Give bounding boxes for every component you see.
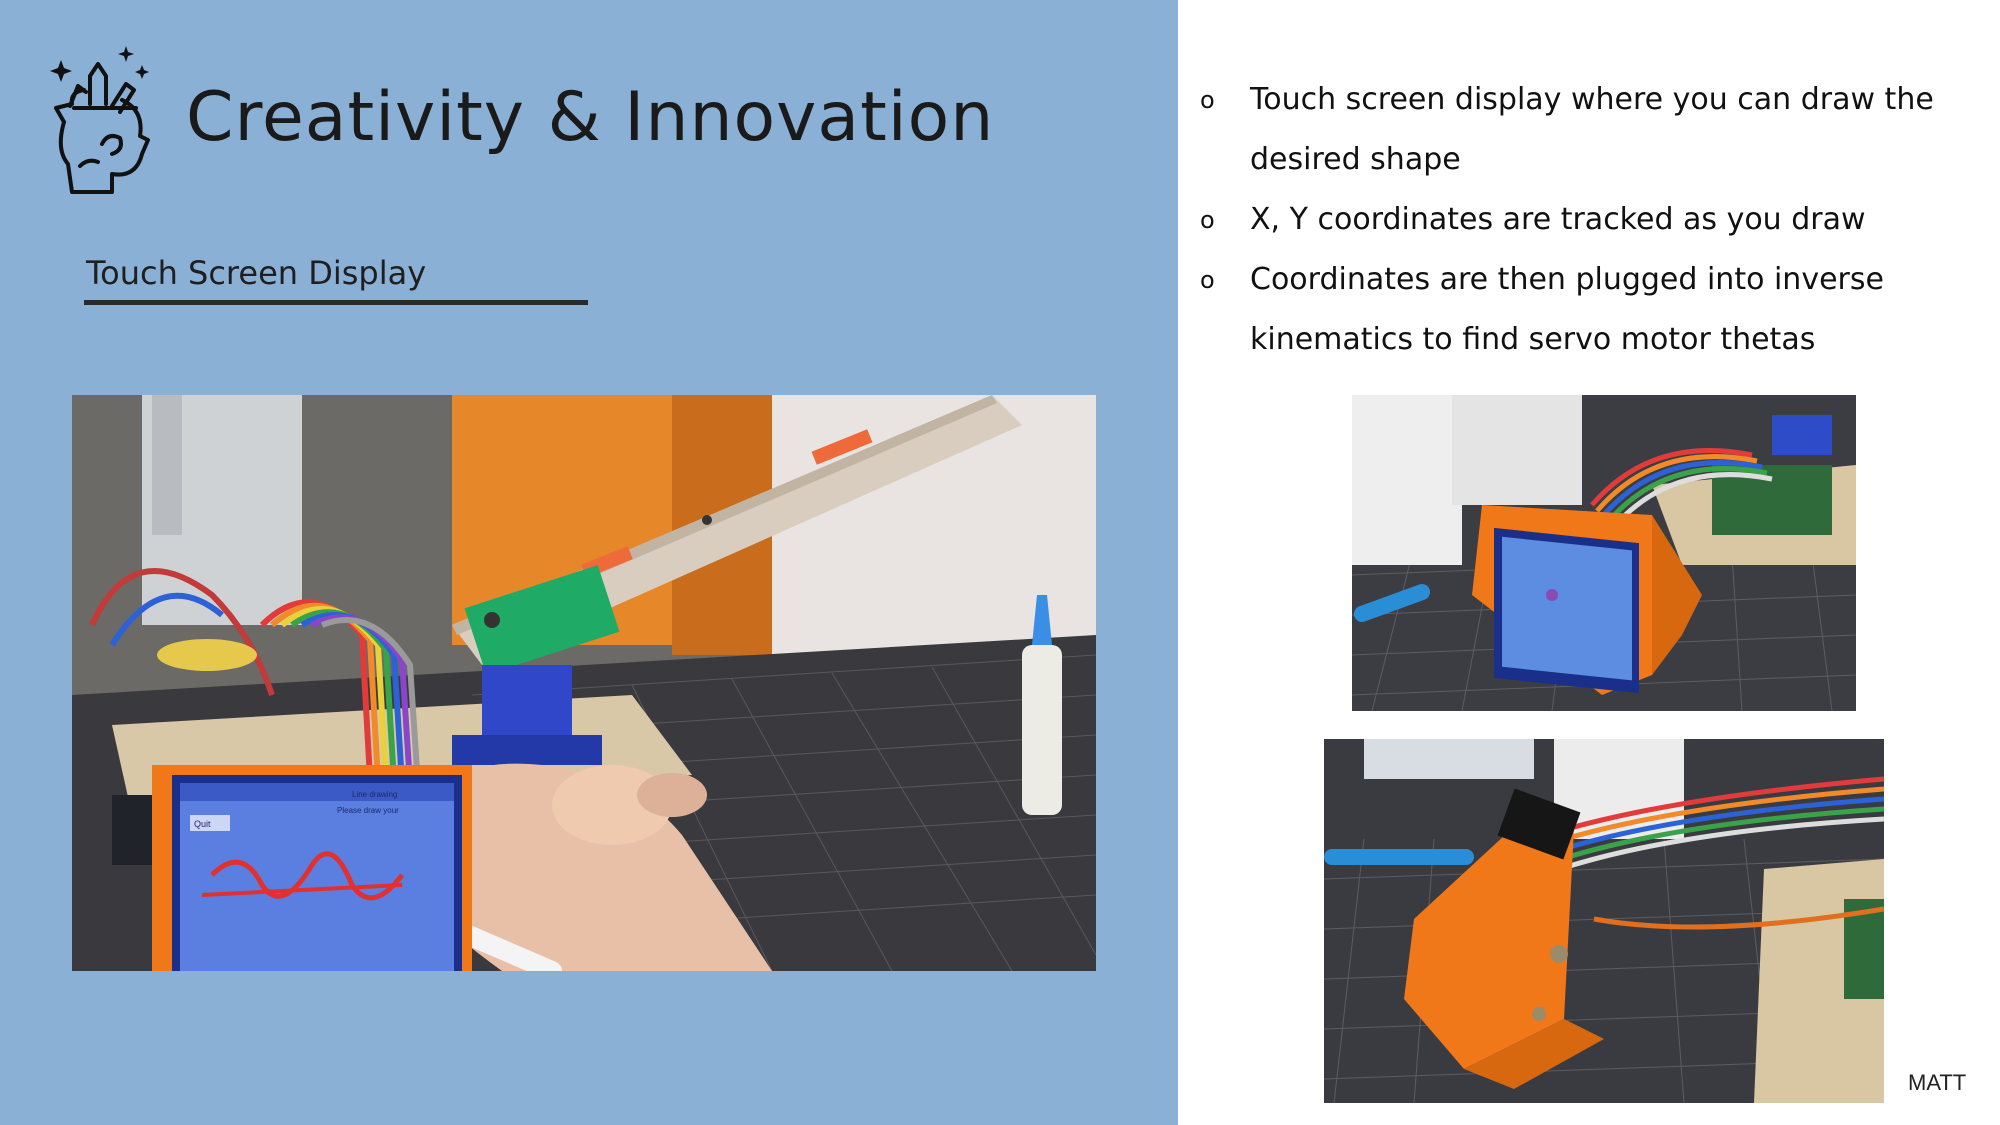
bullet-text: Touch screen display where you can draw …	[1250, 82, 1934, 177]
bullet-item-inverse-kinematics: o Coordinates are then plugged into inve…	[1196, 250, 2000, 370]
photo-touchscreen-stand	[1352, 395, 1856, 711]
subheading-underline	[84, 300, 588, 305]
bullet-list: o Touch screen display where you can dra…	[1196, 70, 2000, 370]
bullet-marker: o	[1200, 86, 1215, 114]
bullet-text: Coordinates are then plugged into invers…	[1250, 262, 1884, 357]
brain-head-icon	[50, 46, 150, 194]
photo-stand-closeup	[1324, 739, 1884, 1103]
screen-label: Quit	[194, 819, 211, 829]
bullet-marker: o	[1200, 266, 1215, 294]
bullet-item-coordinates: o X, Y coordinates are tracked as you dr…	[1196, 190, 2000, 250]
photo-touchscreen-drawing: Quit Line drawing Please draw your	[72, 395, 1096, 971]
bullet-text: X, Y coordinates are tracked as you draw	[1250, 202, 1866, 237]
author-label: MATT	[1908, 1070, 1967, 1095]
section-subheading: Touch Screen Display	[86, 254, 427, 292]
screen-label: Line drawing	[352, 790, 397, 799]
left-panel: Creativity & Innovation Touch Screen Dis…	[0, 0, 1178, 1125]
bullet-item-touchscreen: o Touch screen display where you can dra…	[1196, 70, 2000, 190]
screen-label: Please draw your	[337, 806, 399, 815]
slide-title: Creativity & Innovation	[186, 78, 995, 157]
bullet-marker: o	[1200, 206, 1215, 234]
